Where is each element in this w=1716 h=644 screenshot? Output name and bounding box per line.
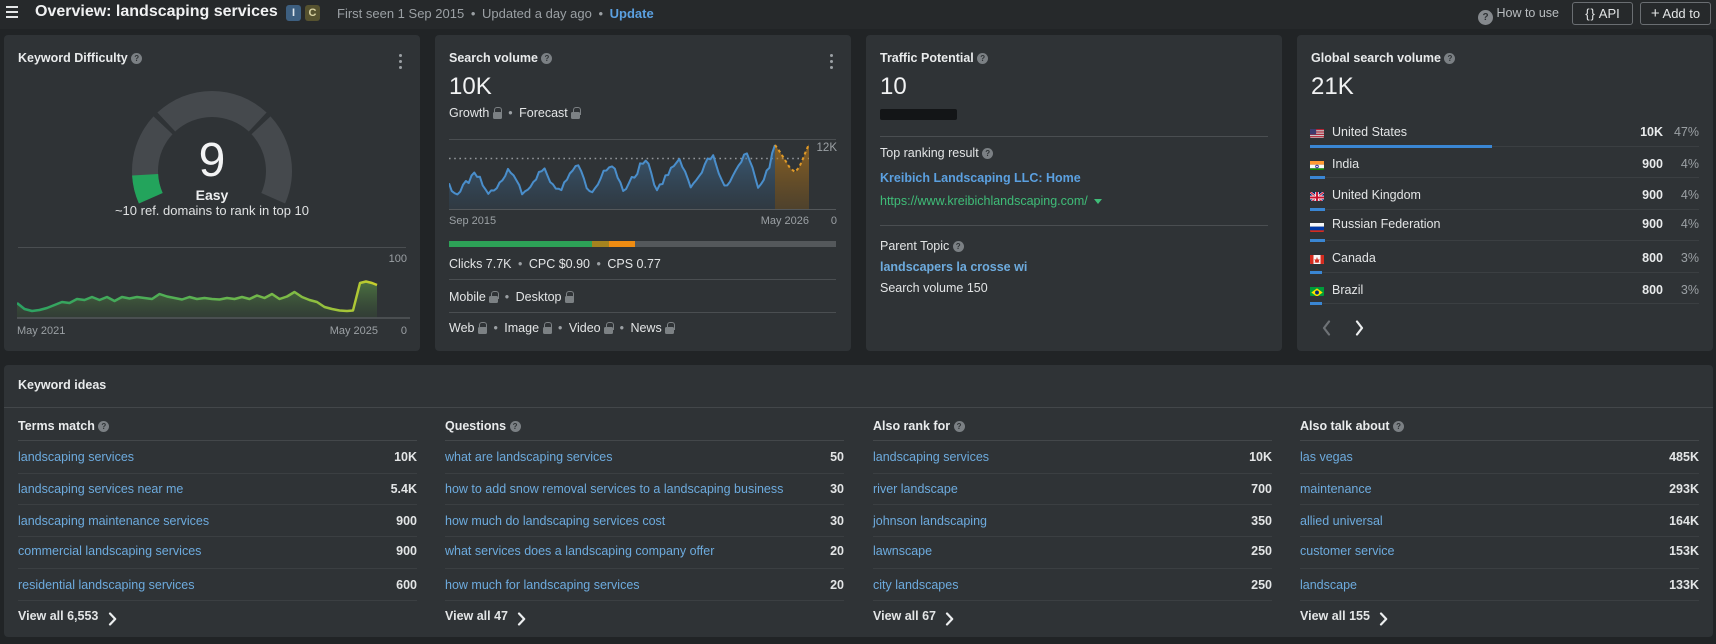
svg-text:9: 9 <box>199 134 226 187</box>
